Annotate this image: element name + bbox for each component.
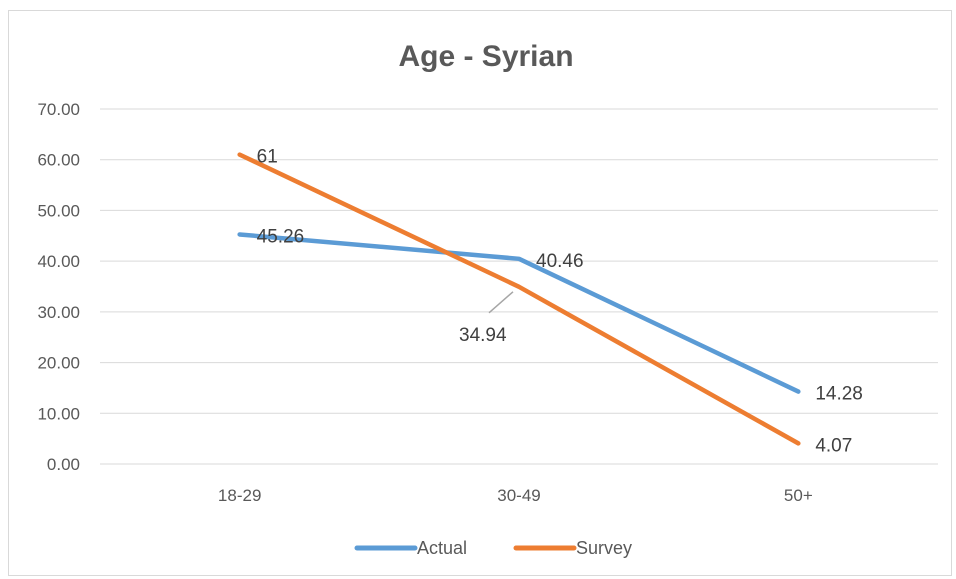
y-axis-tick-labels: 0.00 10.00 20.00 30.00 40.00 50.00 60.00 70.00 xyxy=(37,100,80,474)
data-labels: 45.26 40.46 14.28 61 34.94 4.07 xyxy=(257,147,863,457)
legend: Actual Survey xyxy=(354,538,632,558)
chart-title: Age - Syrian xyxy=(398,40,573,73)
x-tick-label: 18-29 xyxy=(218,486,261,505)
series-lines xyxy=(237,152,801,446)
series-line-actual xyxy=(237,232,801,394)
y-tick-label: 0.00 xyxy=(47,455,80,474)
y-tick-label: 60.00 xyxy=(37,151,80,170)
y-tick-label: 40.00 xyxy=(37,252,80,271)
y-tick-label: 20.00 xyxy=(37,354,80,373)
data-label-actual: 40.46 xyxy=(536,251,584,272)
data-label-survey: 34.94 xyxy=(459,325,507,346)
y-tick-label: 30.00 xyxy=(37,303,80,322)
x-tick-label: 50+ xyxy=(784,486,813,505)
data-label-survey: 61 xyxy=(257,147,278,168)
legend-label-survey: Survey xyxy=(576,538,632,558)
data-label-actual: 45.26 xyxy=(257,226,305,247)
y-tick-label: 10.00 xyxy=(37,404,80,423)
x-axis-tick-labels: 18-29 30-49 50+ xyxy=(218,486,813,505)
chart-frame xyxy=(8,10,952,576)
legend-label-actual: Actual xyxy=(417,538,467,558)
x-tick-label: 30-49 xyxy=(497,486,540,505)
series-line-survey xyxy=(237,152,801,446)
data-label-survey: 4.07 xyxy=(815,435,852,456)
data-label-actual: 14.28 xyxy=(815,384,863,405)
data-label-leader xyxy=(488,291,514,314)
y-tick-label: 50.00 xyxy=(37,201,80,220)
y-tick-label: 70.00 xyxy=(37,100,80,119)
